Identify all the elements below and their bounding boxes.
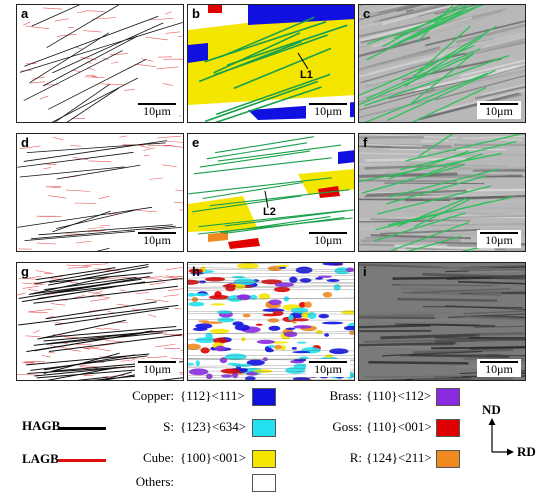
r-miller: {124}<211> <box>366 450 432 465</box>
scale-bar-line <box>138 103 176 105</box>
panel-f-scale-bar: 10μm <box>477 230 521 248</box>
cube-swatch <box>252 450 276 468</box>
panel-h: h 10μm <box>187 262 355 381</box>
panel-a-map <box>17 5 183 122</box>
scale-bar-line <box>480 232 518 234</box>
panel-c-scale-bar: 10μm <box>477 101 521 119</box>
others-name: Others: <box>135 474 174 489</box>
cube-name: Cube: <box>142 450 174 465</box>
scale-bar-line <box>309 232 347 234</box>
scale-bar-text: 10μm <box>314 104 342 118</box>
panel-g-label: g <box>21 264 29 279</box>
goss-miller: {110}<001> <box>366 419 432 434</box>
panel-d: d 10μm <box>16 133 184 252</box>
panel-b-label: b <box>192 6 200 21</box>
scale-bar-text: 10μm <box>485 104 513 118</box>
r-swatch <box>436 450 460 468</box>
cube-miller: {100}<001> <box>180 450 247 465</box>
panel-b-map <box>188 5 354 122</box>
nd-label: ND <box>482 402 501 417</box>
panel-e-annotation: L2 <box>263 206 276 218</box>
scale-bar-text: 10μm <box>314 233 342 247</box>
panel-c: c 10μm <box>358 4 526 123</box>
brass-miller: {110}<112> <box>366 388 432 403</box>
panel-d-label: d <box>21 135 29 150</box>
hagb-line <box>58 427 106 430</box>
scale-bar-text: 10μm <box>143 362 171 376</box>
panel-g: g 10μm <box>16 262 184 381</box>
others-swatch <box>252 474 276 492</box>
scale-bar-text: 10μm <box>485 233 513 247</box>
hagb-label: HAGB <box>22 418 61 433</box>
goss-swatch <box>436 419 460 437</box>
panel-f: f 10μm <box>358 133 526 252</box>
copper-swatch <box>252 388 276 406</box>
brass-name: Brass: <box>329 388 363 403</box>
panel-a-scale-bar: 10μm <box>135 101 179 119</box>
scale-bar-text: 10μm <box>314 362 342 376</box>
panel-i-label: i <box>363 264 367 279</box>
panel-b: b L1 10μm <box>187 4 355 123</box>
panel-c-label: c <box>363 6 371 21</box>
panel-a: a 10μm <box>16 4 184 123</box>
scale-bar-text: 10μm <box>485 362 513 376</box>
panel-b-scale-bar: 10μm <box>306 101 350 119</box>
rd-label: RD <box>517 444 536 459</box>
scale-bar-text: 10μm <box>143 104 171 118</box>
scale-bar-line <box>480 361 518 363</box>
brass-swatch <box>436 388 460 406</box>
panel-d-scale-bar: 10μm <box>135 230 179 248</box>
panel-f-label: f <box>363 135 368 150</box>
panel-h-label: h <box>192 264 200 279</box>
scale-bar-line <box>480 103 518 105</box>
lagb-line <box>58 459 106 462</box>
lagb-label: LAGB <box>22 451 59 466</box>
s-swatch <box>252 419 276 437</box>
panel-e-scale-bar: 10μm <box>306 230 350 248</box>
panel-e: e L2 10μm <box>187 133 355 252</box>
axis-arrows-icon <box>488 418 514 456</box>
scale-bar-line <box>138 232 176 234</box>
panel-i: i 10μm <box>358 262 526 381</box>
goss-name: Goss: <box>332 419 362 434</box>
panel-a-label: a <box>21 6 29 21</box>
s-miller: {123}<634> <box>180 419 247 434</box>
panel-e-label: e <box>192 135 200 150</box>
panel-i-scale-bar: 10μm <box>477 359 521 377</box>
scale-bar-line <box>138 361 176 363</box>
copper-name: Copper: <box>132 388 174 403</box>
scale-bar-text: 10μm <box>143 233 171 247</box>
scale-bar-line <box>309 103 347 105</box>
copper-miller: {112}<111> <box>180 388 245 403</box>
panel-h-scale-bar: 10μm <box>306 359 350 377</box>
scale-bar-line <box>309 361 347 363</box>
r-name: R: <box>349 450 362 465</box>
panel-g-scale-bar: 10μm <box>135 359 179 377</box>
panel-b-annotation: L1 <box>300 69 313 81</box>
s-name: S: <box>163 419 174 434</box>
